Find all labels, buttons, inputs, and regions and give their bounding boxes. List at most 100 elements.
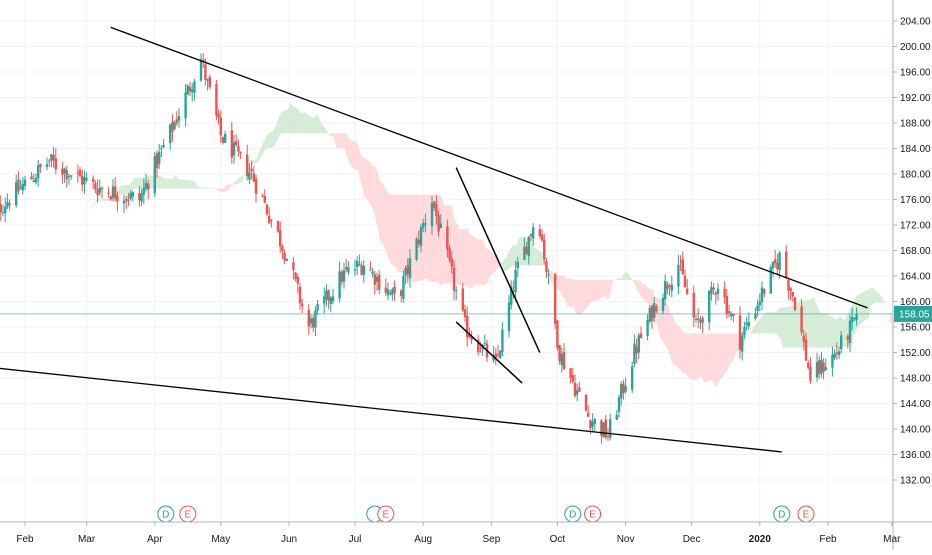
candle-up — [831, 355, 833, 368]
cloud-bull-segment — [235, 180, 237, 184]
candle-up — [37, 165, 39, 178]
cloud-bull-segment — [796, 301, 798, 347]
candle-up — [158, 152, 160, 164]
y-tick-label: 168.00 — [900, 246, 931, 257]
y-tick-label: 180.00 — [900, 170, 931, 181]
cloud-bear-segment — [717, 333, 719, 388]
cloud-bear-segment — [442, 197, 444, 285]
x-tick-label: Aug — [414, 534, 432, 545]
candle-down — [55, 158, 57, 169]
candle-down — [640, 333, 642, 338]
candle-down — [107, 193, 109, 194]
candle-up — [514, 270, 516, 292]
cloud-bear-segment — [686, 333, 688, 376]
candle-down — [697, 318, 699, 320]
cloud-bull-segment — [871, 288, 873, 306]
candle-down — [686, 289, 688, 294]
candle-up — [191, 89, 193, 92]
candle-up — [840, 335, 842, 349]
cloud-bull-segment — [312, 117, 314, 133]
candle-up — [708, 291, 710, 322]
y-tick-label: 132.00 — [900, 476, 931, 487]
candle-up — [376, 277, 378, 282]
cloud-bear-segment — [226, 184, 228, 191]
candle-down — [176, 119, 178, 123]
candle-down — [822, 363, 824, 372]
cloud-bear-segment — [475, 238, 482, 286]
candle-down — [572, 375, 574, 382]
candle-up — [389, 293, 391, 294]
y-tick-label: 164.00 — [900, 272, 931, 283]
cloud-bear-segment — [701, 333, 703, 381]
candle-down — [605, 420, 607, 438]
cloud-bear-segment — [222, 189, 224, 193]
candle-down — [127, 201, 129, 202]
cloud-bull-segment — [252, 160, 254, 163]
candle-up — [576, 390, 578, 394]
cloud-bull-segment — [164, 178, 166, 188]
candle-down — [61, 169, 63, 175]
candle-up — [387, 289, 389, 295]
cloud-bear-segment — [367, 159, 374, 211]
cloud-bear-segment — [378, 173, 380, 240]
candle-down — [400, 290, 402, 296]
candle-down — [578, 387, 580, 391]
candle-up — [501, 330, 503, 353]
candle-down — [341, 272, 343, 282]
candle-down — [327, 291, 329, 301]
cloud-bull-segment — [767, 312, 774, 333]
candle-down — [189, 87, 191, 91]
cloud-bull-segment — [758, 318, 760, 333]
cloud-bear-segment — [219, 189, 221, 193]
candle-down — [312, 318, 314, 327]
earnings-event-marker: E — [585, 506, 601, 522]
candle-down — [569, 368, 571, 377]
candle-up — [855, 314, 857, 320]
candle-up — [695, 319, 697, 320]
cloud-bull-segment — [813, 297, 820, 348]
dividend-event-label: D — [162, 510, 169, 521]
cloud-bull-segment — [239, 177, 241, 183]
candle-down — [277, 221, 279, 232]
cloud-bull-segment — [321, 122, 328, 133]
cloud-bear-segment — [721, 333, 728, 378]
candle-down — [156, 153, 158, 168]
cloud-bull-segment — [167, 178, 174, 188]
candle-up — [6, 202, 8, 207]
candle-down — [836, 352, 838, 353]
candle-up — [745, 323, 747, 325]
cloud-bull-segment — [305, 113, 312, 134]
cloud-bear-segment — [343, 133, 345, 150]
cloud-bear-segment — [351, 140, 358, 170]
cloud-bull-segment — [149, 176, 151, 189]
candle-up — [517, 262, 519, 268]
cloud-bear-segment — [578, 280, 580, 315]
cloud-bull-segment — [70, 217, 72, 220]
candle-down — [479, 352, 481, 353]
candle-up — [620, 384, 622, 398]
candle-up — [85, 178, 87, 180]
cloud-bull-segment — [503, 258, 505, 271]
candle-down — [215, 84, 217, 115]
cloud-bear-segment — [393, 194, 395, 267]
candle-down — [209, 77, 211, 87]
candle-up — [838, 351, 840, 355]
y-tick-label: 200.00 — [900, 42, 931, 53]
cloud-bull-segment — [873, 288, 875, 304]
candle-down — [451, 259, 453, 267]
candle-up — [602, 423, 604, 438]
cloud-bull-segment — [512, 246, 514, 266]
cloud-bull-segment — [534, 248, 536, 265]
x-tick-label: 2020 — [749, 534, 772, 545]
cloud-bear-segment — [558, 275, 560, 291]
candle-up — [99, 188, 101, 193]
cloud-bear-segment — [670, 315, 672, 365]
candle-down — [803, 336, 805, 342]
cloud-bear-segment — [398, 195, 405, 273]
cloud-bear-segment — [673, 315, 675, 365]
cloud-bear-segment — [640, 280, 642, 298]
cloud-bear-segment — [690, 333, 697, 380]
cloud-bear-segment — [609, 280, 611, 298]
candle-down — [433, 201, 435, 208]
